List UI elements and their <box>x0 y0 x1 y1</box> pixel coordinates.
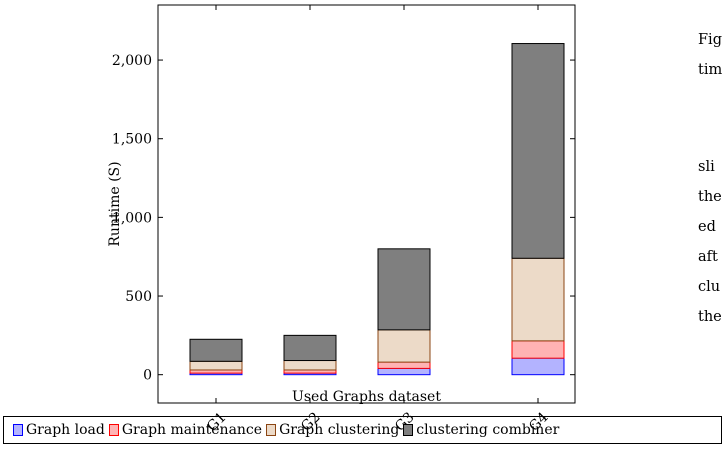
legend-label-clustering-combiner: clustering combiner <box>416 422 560 438</box>
bar-segment <box>511 340 565 359</box>
bar-segment <box>511 43 565 259</box>
bar-segment <box>377 361 431 369</box>
legend-label-graph-maintenance: Graph maintenance <box>121 422 263 438</box>
bar-segment <box>283 334 337 362</box>
bar-segment <box>511 357 565 376</box>
y-tick-label: 500 <box>125 289 152 305</box>
side-text-line-5: ed <box>698 219 716 235</box>
y-tick-label: 1,500 <box>112 132 152 148</box>
bar-segment <box>377 367 431 376</box>
bar-segment <box>377 329 431 363</box>
side-text-line-3: sli <box>698 159 715 175</box>
y-tick-label: 2,000 <box>112 53 152 69</box>
side-text-line-1: Fig <box>698 32 722 48</box>
bar-segment <box>189 338 243 362</box>
bar-segment <box>283 360 337 371</box>
y-tick-label: 1,000 <box>112 210 152 226</box>
chart-legend: Graph load Graph maintenance Graph clust… <box>3 416 722 444</box>
legend-label-graph-load: Graph load <box>26 422 105 438</box>
plot-frame <box>157 4 576 404</box>
legend-swatch-graph-maintenance <box>108 424 119 436</box>
bar-segment <box>511 257 565 342</box>
y-tick-label: 0 <box>143 368 152 384</box>
bar-segment <box>377 248 431 331</box>
x-axis-label: Used Graphs dataset <box>292 389 441 405</box>
legend-item-clustering-combiner: clustering combiner <box>403 422 559 438</box>
side-text-line-8: the <box>698 309 722 325</box>
legend-item-graph-maintenance: Graph maintenance <box>108 422 263 438</box>
legend-label-graph-clustering: Graph clustering <box>279 422 400 438</box>
side-text-line-4: the <box>698 189 722 205</box>
legend-swatch-graph-clustering <box>266 424 277 436</box>
side-text-line-6: aft <box>698 249 718 265</box>
side-text-line-2: tim <box>698 62 723 78</box>
legend-item-graph-load: Graph load <box>13 422 105 438</box>
y-axis-label: Runtime (S) <box>107 161 123 246</box>
bar-segment <box>189 360 243 371</box>
side-text-line-7: clu <box>698 279 721 295</box>
legend-swatch-graph-load <box>13 424 23 436</box>
legend-swatch-clustering-combiner <box>403 424 414 436</box>
legend-item-graph-clustering: Graph clustering <box>266 422 399 438</box>
